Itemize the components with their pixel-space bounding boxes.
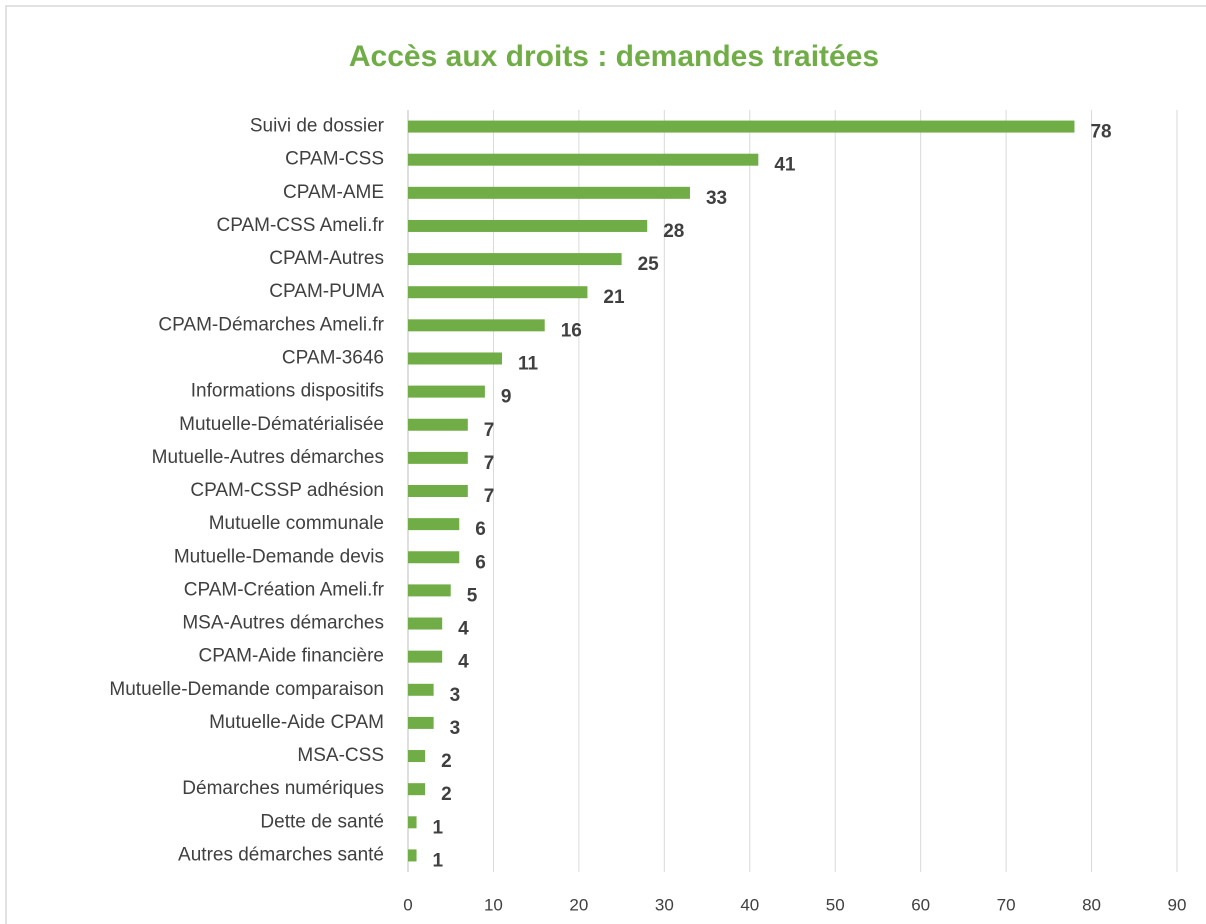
x-tick-label: 30 [655,895,674,914]
value-label: 5 [467,585,478,606]
y-tick-label: MSA-CSS [297,745,384,766]
y-tick-label: CPAM-Création Ameli.fr [184,579,385,600]
y-tick-label: CPAM-Démarches Ameli.fr [158,314,384,335]
bar [408,816,417,829]
y-tick-label: CPAM-3646 [282,347,384,368]
y-tick-label: Dette de santé [260,811,384,832]
bar [408,650,443,663]
bar [408,153,759,166]
value-label: 1 [433,817,444,838]
bar [408,186,690,199]
y-tick-label: Mutuelle-Demande comparaison [109,679,384,700]
value-label: 2 [441,751,452,772]
value-label: 6 [475,519,486,540]
bar [408,352,502,365]
value-label: 6 [475,552,486,573]
bar [408,683,434,696]
bar [408,849,417,862]
bar [408,219,648,232]
value-label: 3 [450,685,461,706]
value-label: 28 [663,221,684,242]
bar [408,716,434,729]
y-tick-label: Mutuelle-Demande devis [174,546,384,567]
value-label: 78 [1090,122,1111,143]
bar [408,617,443,630]
chart-title: Accès aux droits : demandes traitées [349,40,879,73]
x-tick-label: 50 [826,895,845,914]
bar [408,584,451,597]
value-label: 7 [484,453,495,474]
bar [408,783,426,796]
y-tick-label: CPAM-Aide financière [198,646,384,667]
value-label: 33 [706,188,727,209]
y-tick-label: Mutuelle-Autres démarches [152,447,384,468]
value-label: 25 [638,254,660,275]
value-label: 41 [774,155,796,176]
x-tick-label: 10 [484,895,503,914]
y-tick-label: Démarches numériques [182,778,384,799]
x-tick-label: 80 [1082,895,1101,914]
x-tick-label: 70 [997,895,1016,914]
y-tick-label: CPAM-PUMA [269,281,384,302]
bar [408,518,460,531]
x-tick-label: 40 [740,895,759,914]
x-tick-label: 60 [911,895,930,914]
bar [408,750,426,763]
value-label: 21 [603,287,625,308]
value-label: 11 [518,353,539,374]
y-tick-label: Informations dispositifs [191,381,384,402]
value-label: 9 [501,387,512,408]
x-tick-label: 0 [403,895,412,914]
bar [408,253,622,266]
bar [408,120,1075,133]
y-tick-label: Mutuelle-Dématérialisée [179,414,384,435]
value-label: 16 [561,320,582,341]
y-tick-label: Mutuelle-Aide CPAM [209,712,384,733]
bar [408,485,468,497]
value-label: 7 [484,420,495,441]
value-label: 7 [484,486,495,507]
value-label: 3 [450,718,461,739]
bar [408,286,588,299]
value-label: 2 [441,784,452,805]
value-label: 1 [433,850,444,871]
y-tick-label: CPAM-Autres [269,248,384,269]
y-tick-label: CPAM-CSS Ameli.fr [216,215,384,236]
y-tick-label: CPAM-CSSP adhésion [190,480,384,501]
bar [408,451,468,464]
y-tick-label: Suivi de dossier [250,116,385,137]
value-label: 4 [458,619,469,640]
x-tick-label: 20 [569,895,588,914]
bar [408,418,468,431]
bar [408,319,545,332]
y-tick-label: CPAM-AME [283,182,384,203]
y-tick-label: Autres démarches santé [178,844,384,865]
bar [408,385,485,398]
y-tick-label: Mutuelle communale [209,513,384,534]
bar [408,551,460,564]
x-tick-label: 90 [1168,895,1187,914]
y-tick-label: MSA-Autres démarches [182,613,384,634]
y-tick-label: CPAM-CSS [285,149,384,170]
value-label: 4 [458,652,469,673]
